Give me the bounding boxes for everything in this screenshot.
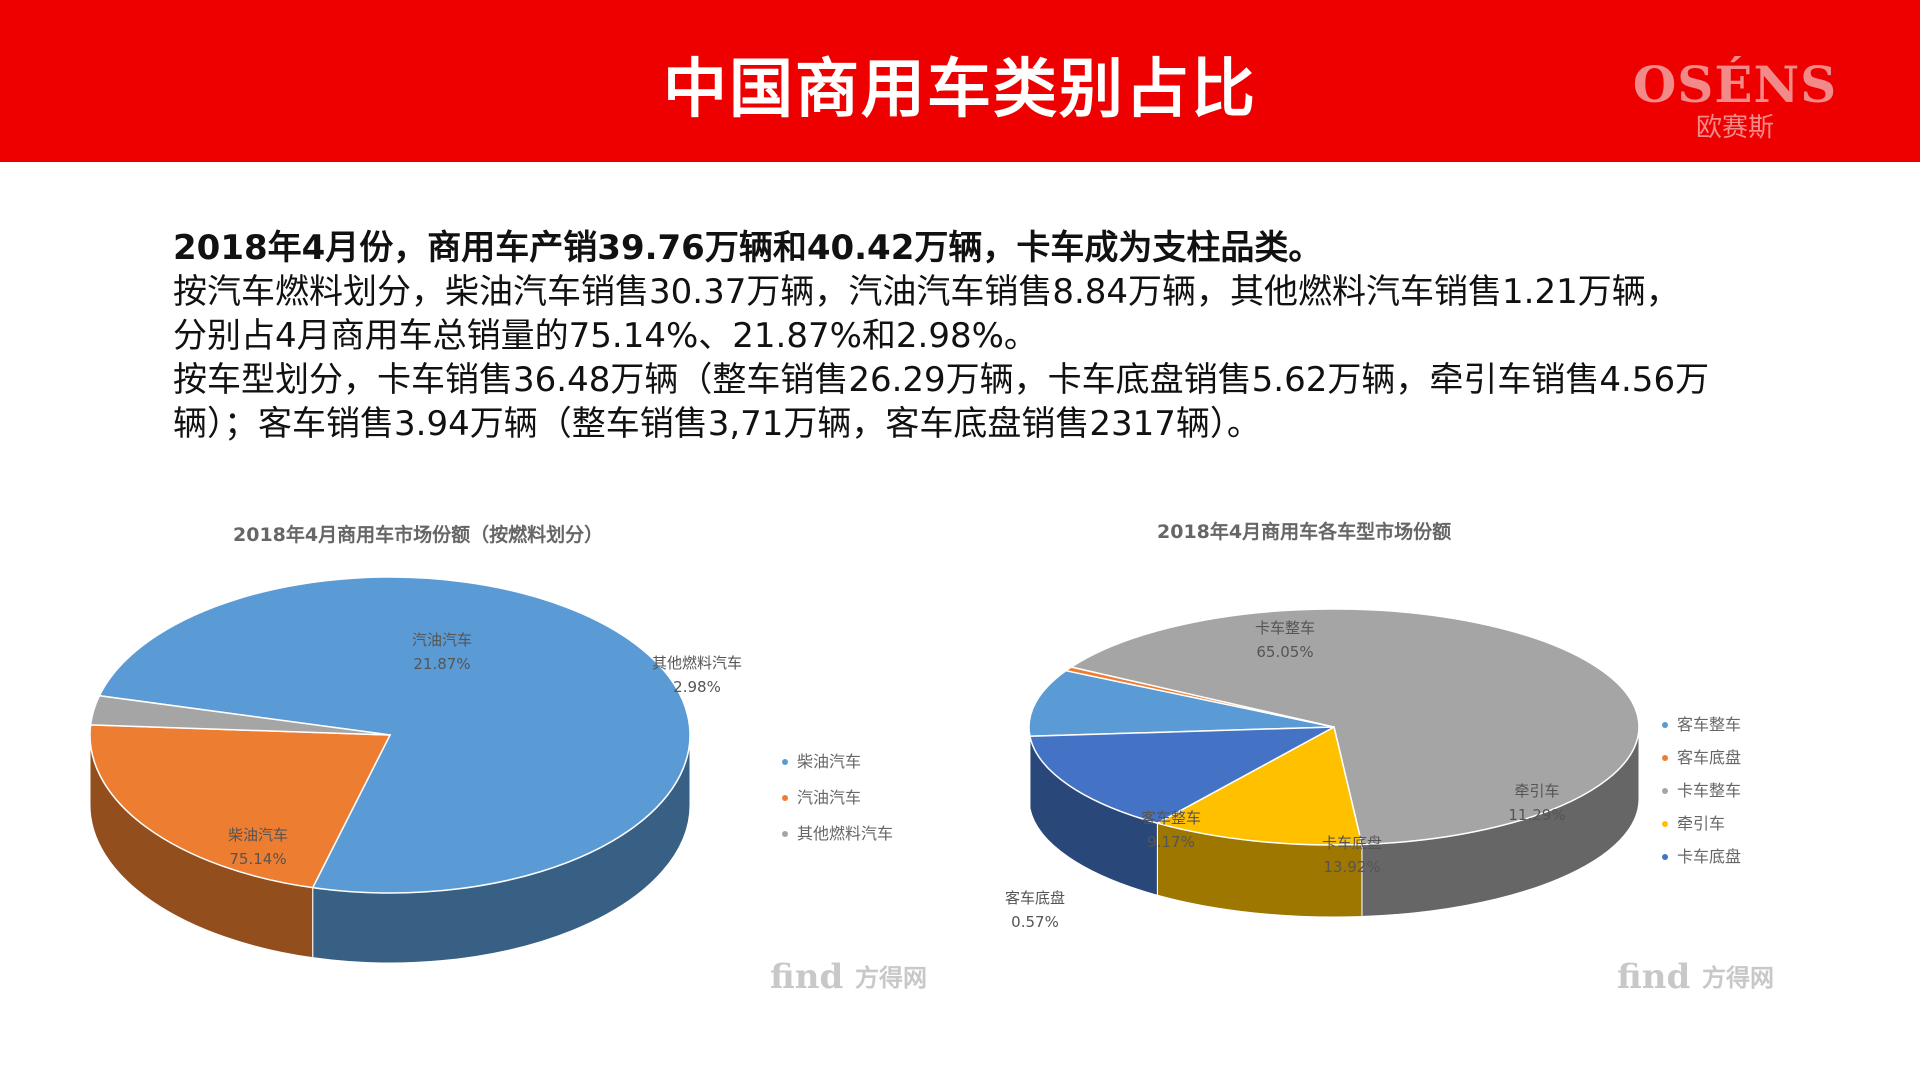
watermark-right: find 方得网 (1617, 957, 1774, 997)
watermark-cn: 方得网 (1702, 964, 1774, 992)
pie-slice-3 (1155, 725, 1363, 846)
pie-top (89, 576, 691, 894)
summary-line-2: 分别占4月商用车总销量的75.14%、21.87%和2.98%。 (173, 316, 1038, 356)
legend-entry: 牵引车 (1677, 814, 1725, 833)
summary-line-1: 按汽车燃料划分，柴油汽车销售30.37万辆，汽油汽车销售8.84万辆，其他燃料汽… (173, 272, 1680, 312)
pie-top (1028, 608, 1640, 846)
legend-marker (782, 831, 788, 837)
pie-data-labels: 柴油汽车 75.14% 汽油汽车 21.87% 其他燃料汽车 2.98% (228, 631, 742, 868)
slice-label-name: 客车底盘 (1005, 889, 1065, 907)
watermark-brand: find (770, 957, 843, 997)
logo-text-cn: 欧赛斯 (1695, 113, 1774, 143)
watermark-brand: find (1617, 957, 1690, 997)
slice-label-percent: 21.87% (413, 655, 470, 673)
legend-marker (1662, 755, 1668, 761)
legend-entry: 其他燃料汽车 (797, 824, 893, 843)
slice-label-percent: 65.05% (1256, 643, 1313, 661)
legend-marker (1662, 788, 1668, 794)
pie-slice-0 (98, 576, 691, 894)
slice-label-percent: 9.17% (1147, 833, 1195, 851)
title-banner: 中国商用车类别占比 OSÉNS 欧赛斯 (0, 0, 1920, 162)
slice-label-name: 牵引车 (1514, 782, 1559, 800)
watermark-left: find 方得网 (770, 957, 927, 997)
legend-entry: 柴油汽车 (797, 752, 861, 771)
osens-logo: OSÉNS 欧赛斯 (1610, 58, 1860, 144)
slice-label-percent: 11.29% (1508, 806, 1565, 824)
pie-slice-4 (1029, 726, 1335, 825)
legend-marker (1662, 722, 1668, 728)
slice-label-name: 客车整车 (1141, 809, 1201, 827)
pie-slice-2 (1069, 608, 1640, 846)
legend-marker (782, 795, 788, 801)
legend-marker (782, 759, 788, 765)
chart1-title: 2018年4月商用车市场份额（按燃料划分） (233, 524, 604, 546)
slice-label-percent: 2.98% (673, 678, 721, 696)
legend-entry: 客车底盘 (1677, 748, 1741, 767)
legend-entry: 客车整车 (1677, 715, 1741, 734)
slice-label-name: 汽油汽车 (412, 631, 472, 649)
summary-text: 2018年4月份，商用车产销39.76万辆和40.42万辆，卡车成为支柱品类。 … (173, 226, 1793, 446)
legend-entry: 汽油汽车 (797, 788, 861, 807)
logo-text-en: OSÉNS (1632, 55, 1838, 114)
pie-slice-1 (89, 724, 392, 889)
watermark-cn: 方得网 (855, 964, 927, 992)
slice-label-name: 卡车底盘 (1322, 834, 1382, 852)
legend-entry: 卡车底盘 (1677, 847, 1741, 866)
pie-slice-2 (89, 694, 391, 736)
pie-slice-0 (1028, 669, 1335, 738)
vehicle-type-pie-chart: 客车整车 9.17% 客车底盘 0.57% 卡车整车 65.05% 牵引车 11.29% 卡车底… (1005, 608, 1741, 931)
pie-data-labels: 客车整车 9.17% 客车底盘 0.57% 卡车整车 65.05% 牵引车 11.29% 卡车底… (1005, 619, 1566, 931)
slice-label-name: 卡车整车 (1255, 619, 1315, 637)
legend-marker (1662, 854, 1668, 860)
page-title: 中国商用车类别占比 (663, 53, 1257, 127)
chart2-title: 2018年4月商用车各车型市场份额 (1157, 521, 1452, 543)
slice-label-name: 其他燃料汽车 (652, 654, 742, 672)
slice-label-name: 柴油汽车 (228, 826, 288, 844)
slice-label-percent: 13.92% (1323, 858, 1380, 876)
legend-entry: 卡车整车 (1677, 781, 1741, 800)
pie-side-walls (1028, 726, 1640, 918)
summary-line-3: 按车型划分，卡车销售36.48万辆（整车销售26.29万辆，卡车底盘销售5.62… (173, 360, 1710, 444)
legend-marker (1662, 821, 1668, 827)
slice-label-percent: 0.57% (1011, 913, 1059, 931)
summary-lead: 2018年4月份，商用车产销39.76万辆和40.42万辆，卡车成为支柱品类。 (173, 228, 1323, 268)
slice-label-percent: 75.14% (229, 850, 286, 868)
